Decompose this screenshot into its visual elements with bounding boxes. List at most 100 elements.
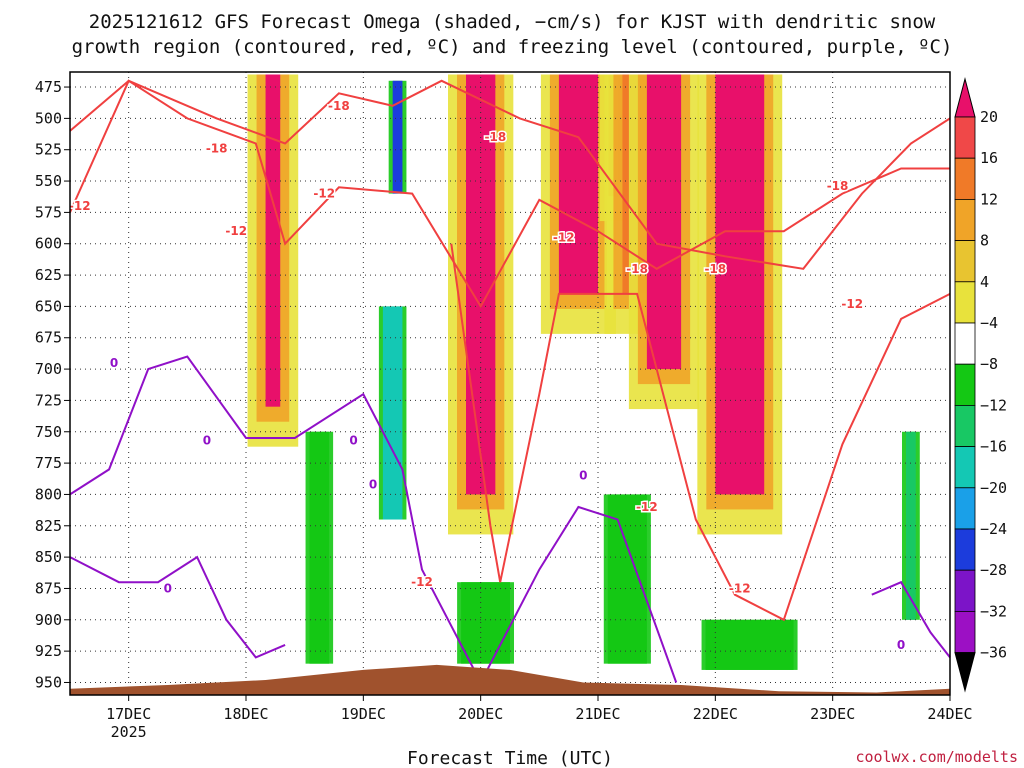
contour-label: -12 [225,224,247,238]
contour-label: 0 [164,581,172,595]
contour-label: -12 [553,230,575,244]
x-tick-label: 22DEC [693,705,738,723]
omega-region [392,80,403,194]
omega-region [705,619,794,670]
freezing-level-contour-line [69,355,678,685]
contour-label: -18 [626,262,648,276]
contour-label: -12 [636,500,658,514]
y-tick-label: 550 [35,172,62,190]
y-tick-label: 925 [35,642,62,660]
y-tick-label: 675 [35,329,62,347]
contour-label: -12 [313,187,335,201]
x-axis-label: Forecast Time (UTC) [407,748,613,768]
plot-frame [69,71,951,696]
colorbar-swatch [954,487,976,530]
dsgz-contour-line [69,79,950,309]
omega-region [558,74,598,294]
dsgz-contour-line [450,243,951,622]
colorbar-label: −4 [980,314,998,332]
y-tick-label: 725 [35,391,62,409]
omega-region [715,74,765,495]
contour-label: -18 [206,141,228,155]
y-tick-label: 700 [35,360,62,378]
omega-region [466,74,496,495]
y-tick-label: 875 [35,579,62,597]
colorbar-swatch [954,240,976,283]
contour-label: 0 [579,469,587,483]
y-tick-label: 525 [35,141,62,159]
colorbar-label: −12 [980,396,1007,414]
y-tick-label: 850 [35,548,62,566]
colorbar-label: −28 [980,561,1007,579]
omega-region [382,306,403,520]
y-tick-label: 950 [35,673,62,691]
y-axis-ticks: 475 500 525 550 575 600 625 650 675 700 725 750 775 8… [35,78,70,691]
colorbar-swatch [954,404,976,447]
contour-label: -12 [69,199,91,213]
colorbar: 20 16 12 8 4 −4 −8 −12 −16 −20 −24 −28 −32 −36 [954,77,1007,693]
x-tick-label: 17DEC [106,705,151,723]
colorbar-label: 8 [980,232,989,250]
colorbar-swatch [954,611,976,654]
freezing-level-contour-line [69,555,286,659]
y-tick-label: 825 [35,517,62,535]
y-tick-label: 500 [35,109,62,127]
colorbar-label: 16 [980,149,998,167]
freezing-level-contour-line [871,580,951,659]
y-tick-label: 600 [35,235,62,253]
contour-label: -18 [704,262,726,276]
contour-label: 0 [110,356,118,370]
chart-title-line1: 2025121612 GFS Forecast Omega (shaded, −… [89,11,936,33]
colorbar-swatch [954,569,976,612]
plot-area: -18 -12 -12 -12 -18 -18 -12 -18 -18 -12 -18 -12 -12 -… [67,71,951,696]
contour-label: -18 [484,130,506,144]
colorbar-label: 4 [980,273,989,291]
y-tick-label: 775 [35,454,62,472]
y-tick-label: 475 [35,78,62,96]
colorbar-swatch [954,363,976,406]
colorbar-swatch [954,281,976,324]
terrain-surface [70,664,950,695]
contour-label: -12 [841,297,863,311]
x-tick-label: 24DEC [927,705,972,723]
colorbar-label: −20 [980,479,1007,497]
contour-label: 0 [897,638,905,652]
y-tick-label: 900 [35,611,62,629]
omega-region [265,74,281,407]
contour-label: 0 [349,434,357,448]
colorbar-label: 12 [980,190,998,208]
y-tick-label: 750 [35,423,62,441]
credit-text: coolwx.com/modelts [855,748,1018,766]
colorbar-swatch [954,157,976,200]
x-tick-label: 19DEC [341,705,386,723]
chart-title-line2: growth region (contoured, red, ºC) and f… [72,36,953,58]
omega-region [461,582,510,664]
colorbar-top-arrow [954,77,976,118]
contour-label: -12 [729,581,751,595]
x-tick-sublabel: 2025 [111,723,147,741]
contour-label: -12 [411,575,433,589]
contour-label: 0 [369,477,377,491]
omega-region [309,431,330,664]
dsgz-contour-line [69,79,951,270]
omega-region [646,74,682,370]
contour-label: -18 [827,179,849,193]
y-tick-label: 625 [35,266,62,284]
colorbar-label: −32 [980,602,1007,620]
x-tick-label: 21DEC [575,705,620,723]
contour-label: -18 [328,99,350,113]
colorbar-label: −24 [980,520,1007,538]
colorbar-swatch [954,116,976,159]
omega-region [607,494,647,664]
colorbar-label: −16 [980,438,1007,456]
x-tick-label: 18DEC [223,705,268,723]
colorbar-bottom-arrow [954,652,976,693]
colorbar-swatch [954,322,976,365]
contour-label: 0 [203,434,211,448]
y-tick-label: 800 [35,485,62,503]
colorbar-label: −36 [980,644,1007,662]
colorbar-swatch [954,528,976,571]
colorbar-label: 20 [980,108,998,126]
